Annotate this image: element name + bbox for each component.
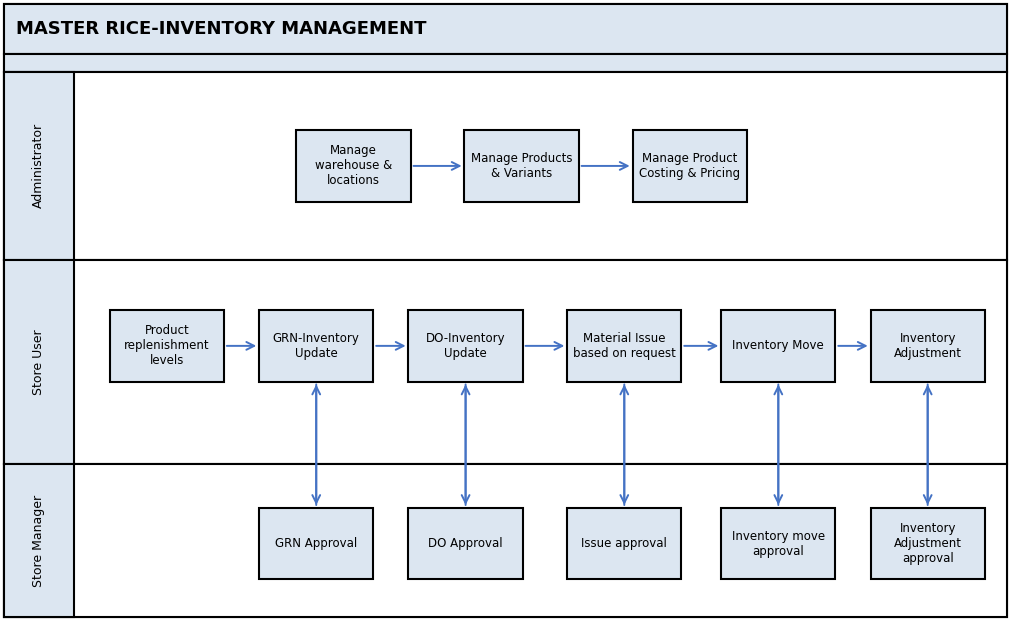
Bar: [870, 310, 985, 382]
Text: MASTER RICE-INVENTORY MANAGEMENT: MASTER RICE-INVENTORY MANAGEMENT: [16, 20, 427, 38]
Bar: [721, 508, 835, 579]
Bar: [870, 508, 985, 579]
Text: Inventory
Adjustment: Inventory Adjustment: [894, 332, 961, 360]
Bar: [567, 508, 681, 579]
Bar: [259, 508, 373, 579]
Bar: [4, 464, 74, 617]
Bar: [4, 71, 74, 260]
Bar: [4, 4, 1007, 53]
Bar: [259, 310, 373, 382]
Text: GRN Approval: GRN Approval: [275, 537, 357, 550]
Bar: [4, 260, 74, 464]
Bar: [633, 130, 747, 202]
Text: GRN-Inventory
Update: GRN-Inventory Update: [273, 332, 360, 360]
Text: Inventory move
approval: Inventory move approval: [732, 530, 825, 558]
Text: Inventory Move: Inventory Move: [732, 339, 824, 352]
Text: Manage Products
& Variants: Manage Products & Variants: [471, 152, 572, 180]
Bar: [567, 310, 681, 382]
Bar: [296, 130, 410, 202]
Text: Store User: Store User: [32, 329, 45, 395]
Bar: [721, 310, 835, 382]
Text: DO-Inventory
Update: DO-Inventory Update: [426, 332, 506, 360]
Bar: [4, 260, 1007, 464]
Text: Material Issue
based on request: Material Issue based on request: [573, 332, 675, 360]
Text: Product
replenishment
levels: Product replenishment levels: [124, 324, 209, 368]
Text: Manage Product
Costing & Pricing: Manage Product Costing & Pricing: [639, 152, 740, 180]
Bar: [4, 464, 1007, 617]
Text: Manage
warehouse &
locations: Manage warehouse & locations: [315, 145, 392, 188]
Bar: [464, 130, 578, 202]
Bar: [408, 508, 523, 579]
Text: DO Approval: DO Approval: [429, 537, 502, 550]
Bar: [4, 53, 1007, 71]
Text: Inventory
Adjustment
approval: Inventory Adjustment approval: [894, 522, 961, 565]
Bar: [4, 71, 1007, 260]
Text: Administrator: Administrator: [32, 124, 45, 209]
Bar: [110, 310, 224, 382]
Text: Issue approval: Issue approval: [581, 537, 667, 550]
Text: Store Manager: Store Manager: [32, 494, 45, 587]
Bar: [408, 310, 523, 382]
